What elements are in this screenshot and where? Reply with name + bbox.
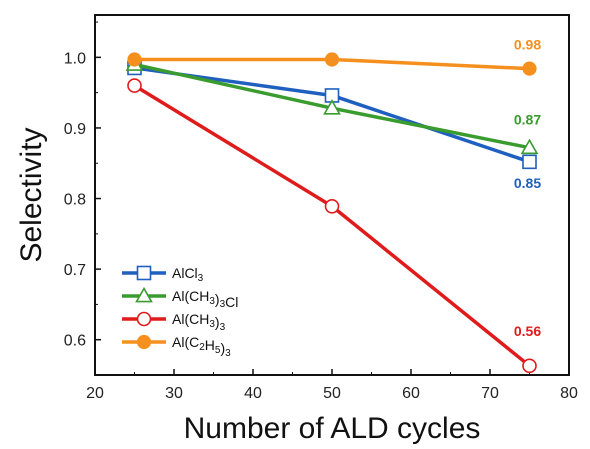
y-tick-label: 1.0 xyxy=(64,50,86,67)
series-al-c2h5-3 xyxy=(127,52,537,76)
x-tick-label: 60 xyxy=(402,385,420,402)
series-al-ch3-3cl xyxy=(125,55,539,155)
x-tick-label: 80 xyxy=(560,385,578,402)
x-tick-label: 40 xyxy=(244,385,262,402)
x-tick-label: 30 xyxy=(165,385,183,402)
data-point xyxy=(522,358,537,374)
data-label: 0.85 xyxy=(514,175,541,191)
series-lines xyxy=(125,52,539,374)
data-point xyxy=(324,52,340,67)
y-tick-label: 0.6 xyxy=(64,333,86,350)
data-label: 0.98 xyxy=(514,37,541,53)
legend-marker xyxy=(135,286,153,303)
data-point xyxy=(323,99,341,115)
data-label: 0.56 xyxy=(514,323,541,339)
legend-label: Al(C2H5)3 xyxy=(172,334,231,359)
axes: 20 30 40 50 60 70 80 0.6 0.7 0.8 0.9 1.0 xyxy=(64,14,578,402)
y-axis-title: Selectivity xyxy=(15,127,48,262)
y-tick-label: 0.8 xyxy=(64,192,86,209)
data-point xyxy=(127,52,142,67)
legend-entry: Al(CH3)3 xyxy=(122,311,226,333)
legend-entry: AlCl3 xyxy=(122,265,204,284)
legend-entry: Al(C2H5)3 xyxy=(122,334,231,359)
legend-label: AlCl3 xyxy=(172,265,204,284)
data-point xyxy=(324,198,340,214)
data-label: 0.87 xyxy=(514,112,541,128)
legend-label: Al(CH3)3Cl xyxy=(172,288,238,310)
legend-entry: Al(CH3)3Cl xyxy=(122,286,238,310)
legend-marker xyxy=(136,311,152,327)
series-line xyxy=(134,66,531,164)
series-al-ch3-3 xyxy=(127,78,537,374)
x-axis-title: Number of ALD cycles xyxy=(184,412,481,445)
legend-label: Al(CH3)3 xyxy=(172,311,226,333)
data-point xyxy=(522,154,537,170)
x-tick-label: 20 xyxy=(86,385,104,402)
y-tick-label: 0.9 xyxy=(64,121,86,138)
legend-marker xyxy=(136,334,152,350)
x-tick-label: 70 xyxy=(481,385,499,402)
data-point xyxy=(522,61,537,76)
data-point xyxy=(127,78,142,93)
data-labels: 0.85 0.87 0.56 0.98 xyxy=(514,37,541,339)
x-tick-label: 50 xyxy=(323,385,341,402)
plot-frame xyxy=(94,14,570,376)
legend-marker xyxy=(136,265,152,281)
data-point xyxy=(520,138,539,155)
y-tick-label: 0.7 xyxy=(64,262,86,279)
